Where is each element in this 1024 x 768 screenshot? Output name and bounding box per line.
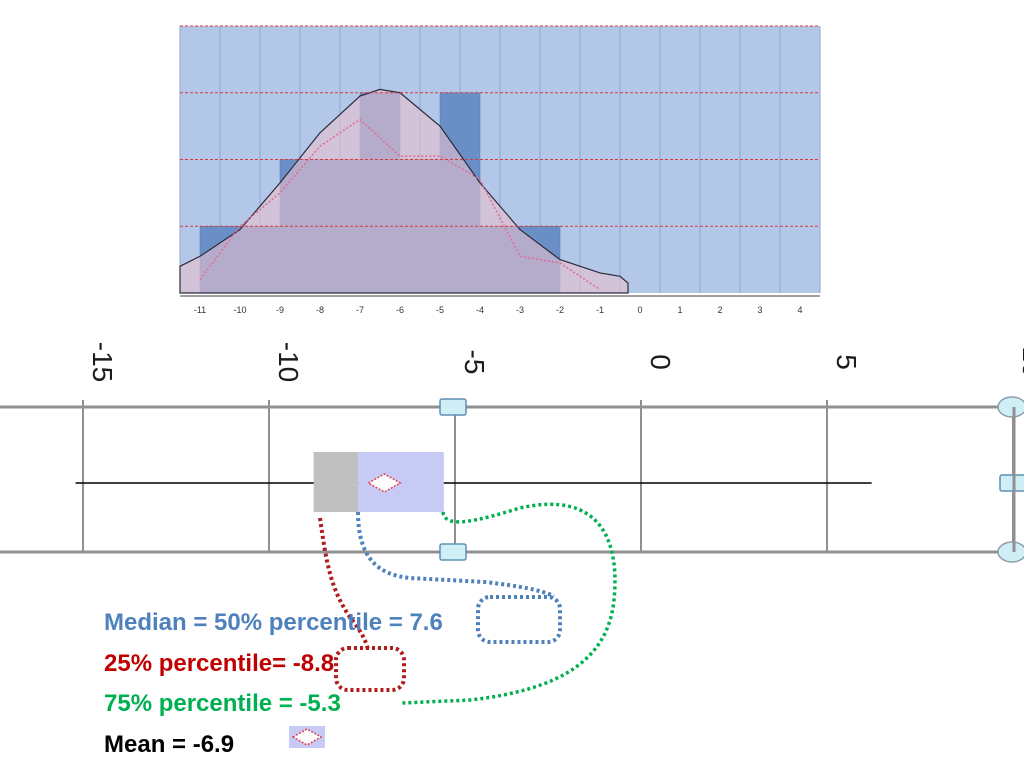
corner-handle [997,541,1024,563]
boxplot-chart: -15 -10 -5 0 5 10 [0,342,1024,748]
histogram-tick-label: 1 [677,305,682,315]
resize-handle [999,474,1024,492]
histogram-tick-labels: -11 -10 -9 -8 -7 -6 -5 -4 -3 -2 -1 0 1 2 3 4 [194,305,803,315]
q1-value-highlight [334,646,406,692]
mean-legend: Mean = -6.9 [104,731,235,758]
histogram-tick-label: 4 [797,305,802,315]
boxplot-tick-label: 0 [645,354,676,370]
box-lower-quartile [313,452,359,512]
histogram-tick-label: -10 [233,305,246,315]
boxplot-tick-labels: -15 -10 -5 0 5 10 [87,342,1024,382]
q1-connector-line [318,517,370,651]
boxplot-tick-label: -10 [273,342,304,382]
q3-connector-line [401,502,617,705]
histogram-tick-label: -3 [516,305,524,315]
histogram-horizontal-gridlines [180,25,820,227]
histogram-tick-label: -2 [556,305,564,315]
histogram-tick-label: 2 [717,305,722,315]
mean-diamond-marker [366,473,402,493]
resize-handle [439,398,467,416]
boxplot-gridlines [82,400,1014,552]
q1-legend: 25% percentile= -8.8 [104,650,335,677]
histogram-tick-label: 3 [757,305,762,315]
histogram-chart: -11 -10 -9 -8 -7 -6 -5 -4 -3 -2 -1 0 1 2 3 4 [179,25,821,315]
boxplot-tick-label: 10 [1017,346,1024,377]
histogram-tick-label: -1 [596,305,604,315]
median-legend: Median = 50% percentile = 7.6 [104,609,443,636]
histogram-tick-label: -4 [476,305,484,315]
selection-handles[interactable] [439,396,1024,563]
resize-handle [439,543,467,561]
histogram-tick-label: -6 [396,305,404,315]
histogram-tick-label: -11 [194,305,206,315]
histogram-tick-label: 0 [637,305,642,315]
histogram-tick-label: -7 [356,305,364,315]
q3-legend: 75% percentile = -5.3 [104,690,341,717]
histogram-tick-label: -8 [316,305,324,315]
boxplot-tick-label: -15 [87,342,118,382]
boxplot-tick-label: 5 [831,354,862,370]
frequency-polygon [199,118,601,291]
boxplot-tick-label: -5 [459,350,490,375]
corner-handle [997,396,1024,418]
histogram-tick-label: -5 [436,305,444,315]
median-value-highlight [476,595,562,644]
mean-diamond-icon [291,728,323,746]
histogram-tick-label: -9 [276,305,284,315]
